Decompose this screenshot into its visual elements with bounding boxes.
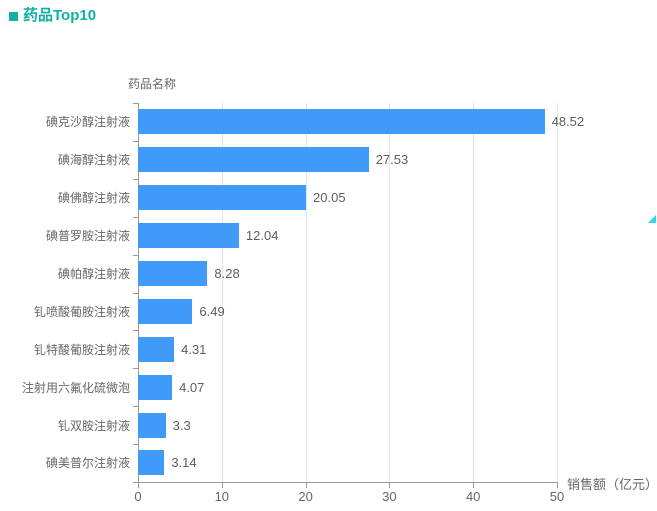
y-axis-tick: [133, 368, 138, 370]
x-axis-tick: [389, 483, 391, 488]
y-axis-name: 药品名称: [128, 77, 177, 91]
bar-value-label: 48.52: [551, 114, 585, 130]
category-label: 碘美普尔注射液: [45, 456, 130, 471]
category-label: 注射用六氟化硫微泡: [21, 380, 130, 395]
x-axis-tick-label: 40: [465, 489, 481, 504]
bar[interactable]: [138, 261, 208, 286]
bar-row: 碘克沙醇注射液 48.52: [0, 103, 657, 141]
x-axis-tick: [473, 483, 475, 488]
bar-value-label: 3.3: [172, 417, 191, 433]
bar-rows: 碘克沙醇注射液 48.52 碘海醇注射液 27.53 碘佛醇注射液 20.05 碘普罗胺注射…: [0, 103, 657, 482]
category-label: 碘克沙醇注射液: [45, 115, 130, 130]
bar-value-label: 4.07: [179, 379, 205, 395]
bar-value-label: 6.49: [199, 303, 225, 319]
y-axis-tick: [133, 482, 138, 483]
category-label: 碘普罗胺注射液: [45, 229, 130, 244]
bar[interactable]: [138, 223, 239, 249]
y-axis-tick: [133, 330, 138, 332]
bar-row: 钆特酸葡胺注射液 4.31: [0, 330, 657, 368]
x-axis-tick: [305, 483, 307, 488]
bar-row: 注射用六氟化硫微泡 4.07: [0, 368, 657, 406]
x-axis-tick: [221, 483, 223, 488]
x-axis-tick-label: 10: [214, 489, 230, 504]
title-bullet-icon: [9, 11, 18, 21]
bar-value-label: 20.05: [313, 190, 346, 206]
grid-line: [473, 103, 475, 482]
x-axis-tick-label: 0: [134, 489, 142, 504]
x-axis-tick-label: 20: [298, 489, 313, 504]
chart-title: 药品Top10: [23, 7, 97, 24]
bar-row: 碘美普尔注射液 3.14: [0, 444, 657, 482]
grid-line: [305, 103, 307, 482]
bar-track: 4.07: [138, 374, 557, 400]
bar[interactable]: [138, 147, 369, 173]
bar-track: 8.28: [138, 261, 557, 286]
category-label: 碘佛醇注射液: [57, 191, 130, 206]
y-axis-tick: [133, 140, 138, 142]
grid-line: [557, 103, 558, 482]
bar-track: 3.3: [138, 412, 557, 438]
bar-track: 6.49: [138, 298, 557, 324]
category-label: 钆双胺注射液: [57, 418, 130, 433]
bar-row: 碘佛醇注射液 20.05: [0, 179, 657, 217]
y-axis-tick: [133, 178, 138, 180]
x-axis-name: 销售额（亿元）: [567, 477, 657, 492]
y-axis-tick: [133, 254, 138, 256]
x-axis-tick: [557, 483, 558, 488]
category-label: 钆喷酸葡胺注射液: [33, 304, 130, 319]
bar-row: 碘海醇注射液 27.53: [0, 141, 657, 179]
bar[interactable]: [138, 298, 193, 324]
x-axis-tick-label: 30: [382, 489, 397, 504]
bar[interactable]: [138, 412, 166, 438]
bar-track: 4.31: [138, 336, 557, 362]
category-label: 碘帕醇注射液: [57, 267, 130, 281]
bar-value-label: 12.04: [245, 228, 279, 244]
bar-row: 钆双胺注射液 3.3: [0, 406, 657, 444]
x-axis-tick-label: 50: [549, 489, 565, 504]
y-axis-tick: [133, 406, 138, 408]
category-label: 钆特酸葡胺注射液: [33, 342, 130, 357]
bar[interactable]: [138, 109, 545, 135]
bar-value-label: 4.31: [181, 341, 207, 357]
bar-row: 碘帕醇注射液 8.28: [0, 255, 657, 293]
bar[interactable]: [138, 374, 173, 400]
bar-row: 碘普罗胺注射液 12.04: [0, 217, 657, 255]
gridlines: [138, 103, 558, 482]
y-axis-tick: [133, 292, 138, 294]
chart-title-row: 药品Top10: [9, 7, 96, 25]
resize-handle-icon[interactable]: [648, 215, 656, 223]
x-axis-tick: [138, 483, 139, 488]
y-axis-tick: [133, 444, 138, 446]
bar-track: 3.14: [138, 450, 557, 476]
bar-track: 20.05: [138, 185, 557, 211]
x-axis-line: [138, 482, 558, 483]
grid-line: [221, 103, 223, 482]
bar-track: 12.04: [138, 223, 557, 249]
bar[interactable]: [138, 336, 175, 362]
bar-track: 27.53: [138, 147, 557, 173]
y-axis-tick: [133, 103, 138, 104]
bar-track: 48.52: [138, 109, 584, 135]
bar-row: 钆喷酸葡胺注射液 6.49: [0, 292, 657, 330]
y-axis-tick: [133, 216, 138, 218]
bar-value-label: 27.53: [375, 152, 409, 168]
grid-line: [389, 103, 391, 482]
bar[interactable]: [138, 185, 307, 211]
y-axis-line: [138, 103, 139, 483]
bar-value-label: 8.28: [214, 266, 240, 281]
bar[interactable]: [138, 450, 165, 476]
bar-value-label: 3.14: [171, 455, 197, 471]
category-label: 碘海醇注射液: [57, 153, 130, 168]
